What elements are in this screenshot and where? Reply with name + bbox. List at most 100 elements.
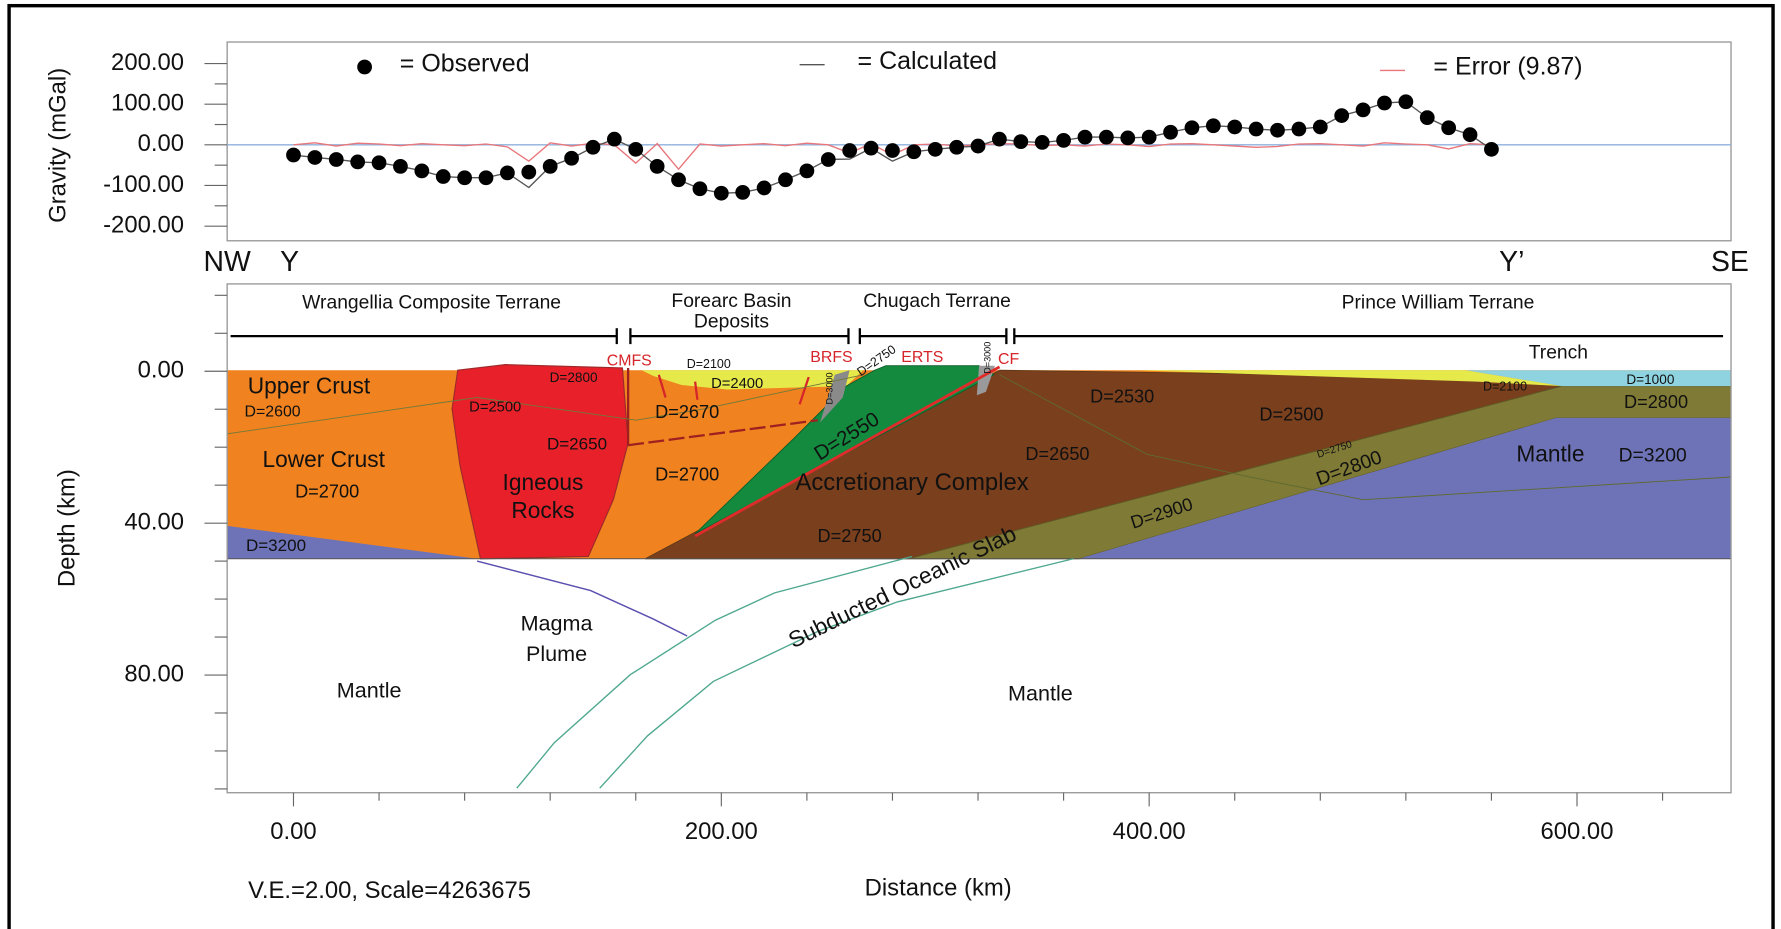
observed-point <box>714 186 729 201</box>
y-tick-label: 0.00 <box>138 130 184 157</box>
y-tick-label: 80.00 <box>124 660 184 687</box>
unit-label: D=2700 <box>655 465 719 485</box>
x-axis-label: Distance (km) <box>865 875 1012 902</box>
y-tick-label: 0.00 <box>138 357 184 384</box>
unit-label: Igneous <box>503 469 584 495</box>
observed-point <box>821 152 836 167</box>
terrane-label: Deposits <box>694 312 769 333</box>
y-tick-label: 200.00 <box>111 49 184 76</box>
observed-point <box>1142 130 1157 145</box>
observed-point <box>928 142 943 157</box>
unit-label: D=2100 <box>687 357 731 371</box>
unit-label: D=2100 <box>1483 380 1527 394</box>
unit-label: Rocks <box>511 497 574 523</box>
terrane-label: Wrangellia Composite Terrane <box>302 292 561 313</box>
observed-point <box>1292 122 1307 137</box>
legend-marker <box>357 60 372 75</box>
observed-point <box>1463 127 1478 142</box>
unit-label: D=2670 <box>655 402 719 422</box>
observed-point <box>885 143 900 158</box>
terrane-label: Chugach Terrane <box>863 291 1011 312</box>
observed-point <box>286 148 301 163</box>
unit-label: Mantle <box>337 677 402 702</box>
unit-label: Magma <box>521 610 593 635</box>
unit-label: D=3000 <box>983 342 993 374</box>
profile-label: SE <box>1711 246 1749 278</box>
page: Gravity (mGal)200.00100.000.00-100.00-20… <box>0 0 1781 929</box>
observed-point <box>372 155 387 170</box>
observed-point <box>1249 122 1264 137</box>
observed-point <box>906 144 921 159</box>
observed-point <box>1270 123 1285 138</box>
observed-point <box>521 165 536 180</box>
observed-point <box>479 170 494 185</box>
observed-point <box>628 142 643 157</box>
observed-point <box>735 185 750 200</box>
legend-label: = Error (9.87) <box>1433 53 1582 81</box>
terrane-label: Trench <box>1529 342 1588 363</box>
y-tick-label: -200.00 <box>103 211 184 238</box>
unit-label: D=3000 <box>825 372 835 404</box>
unit-label: D=2800 <box>550 370 598 385</box>
x-tick-label: 400.00 <box>1113 818 1186 845</box>
observed-point <box>1313 120 1328 135</box>
observed-point <box>1078 130 1093 145</box>
observed-point <box>1334 108 1349 123</box>
x-tick-label: 200.00 <box>685 818 758 845</box>
legend-label: = Observed <box>400 49 530 77</box>
observed-point <box>671 172 686 187</box>
observed-point <box>436 169 451 184</box>
observed-point <box>1441 120 1456 135</box>
unit-label: D=2800 <box>1624 392 1688 412</box>
observed-point <box>1420 110 1435 125</box>
unit-label: D=1000 <box>1626 372 1674 387</box>
unit-label: D=3200 <box>1619 446 1687 467</box>
fault-label: BRFS <box>810 349 852 366</box>
unit-label: Mantle <box>1008 681 1073 706</box>
unit-label: D=2400 <box>711 376 763 392</box>
observed-point <box>393 159 408 174</box>
observed-point <box>842 143 857 158</box>
observed-point <box>329 152 344 167</box>
observed-point <box>1377 96 1392 111</box>
note: V.E.=2.00, Scale=4263675 <box>248 877 531 904</box>
observed-point <box>1227 120 1242 135</box>
unit-label: Upper Crust <box>248 372 371 398</box>
unit-label: D=2650 <box>547 435 607 454</box>
observed-point <box>757 181 772 196</box>
unit-label: D=2530 <box>1090 386 1154 406</box>
observed-point <box>1206 118 1221 133</box>
observed-point <box>992 132 1007 147</box>
observed-point <box>307 150 322 165</box>
x-tick-label: 600.00 <box>1541 818 1614 845</box>
y-axis-label: Depth (km) <box>53 469 80 587</box>
unit-label: Plume <box>526 641 587 666</box>
fault-label: CMFS <box>607 352 652 369</box>
observed-point <box>350 155 365 170</box>
observed-point <box>607 132 622 147</box>
fault-label: CF <box>998 351 1019 368</box>
profile-label: Y <box>280 246 299 278</box>
observed-point <box>800 163 815 178</box>
observed-point <box>500 166 515 181</box>
unit-label: D=2600 <box>245 403 301 420</box>
profile-label: Y’ <box>1499 246 1524 278</box>
unit-label: Accretionary Complex <box>795 469 1028 496</box>
observed-point <box>543 159 558 174</box>
observed-point <box>1056 133 1071 148</box>
observed-point <box>414 163 429 178</box>
observed-point <box>1185 120 1200 135</box>
legend-label: = Calculated <box>858 47 998 75</box>
y-tick-label: 40.00 <box>124 508 184 535</box>
y-axis-label: Gravity (mGal) <box>44 68 71 223</box>
observed-point <box>586 140 601 155</box>
unit-label: D=3200 <box>246 536 306 555</box>
fault-label: ERTS <box>901 349 943 366</box>
observed-point <box>457 170 472 185</box>
y-tick-label: 100.00 <box>111 90 184 117</box>
unit-label: Mantle <box>1516 440 1584 466</box>
observed-point <box>1398 94 1413 109</box>
observed-point <box>864 141 879 156</box>
observed-point <box>971 139 986 154</box>
figure: Gravity (mGal)200.00100.000.00-100.00-20… <box>0 0 1781 929</box>
